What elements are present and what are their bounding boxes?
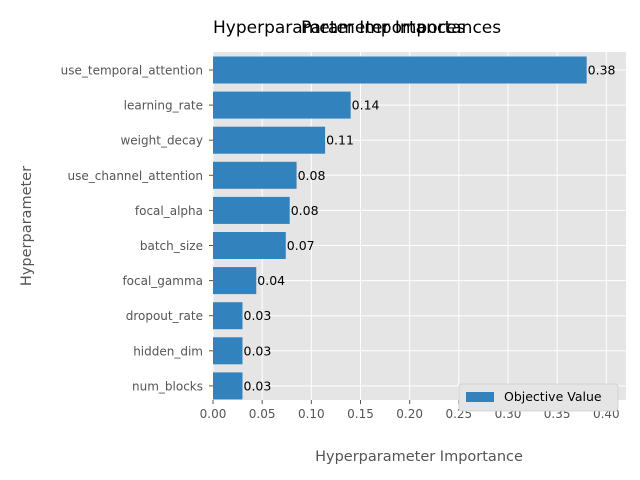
y-tick-labels: use_temporal_attention learning_rateweigh… [61, 64, 213, 393]
bar-learning_rate [213, 91, 351, 119]
bar-value-label: 0.03 [244, 308, 272, 323]
legend-box [458, 383, 619, 412]
bar-weight_decay [213, 126, 326, 154]
x-tick-label: 0.10 [298, 407, 325, 421]
chart-title-overlay: Parameter Importances [301, 18, 501, 38]
y-tick-label: weight_decay [120, 134, 203, 148]
x-tick-label: 0.15 [347, 407, 374, 421]
bar-labels: 0.38 0.14 0.11 0.08 0.08 0.07 0.04 0.03 0.03 0.03 [244, 63, 616, 394]
bar-value-label: 0.11 [326, 133, 354, 148]
chart-title: Hyperparameter Importances [213, 18, 466, 38]
x-tick-label: 0.00 [200, 407, 227, 421]
y-tick-label: focal_gamma [122, 274, 203, 288]
x-tick-label: 0.20 [396, 407, 423, 421]
bar-value-label: 0.14 [352, 98, 380, 113]
x-tick-label: 0.05 [249, 407, 276, 421]
legend: Objective Value [458, 383, 619, 412]
x-axis-title: Hyperparameter Importance [315, 449, 523, 465]
bars [213, 56, 587, 400]
bar-batch_size [213, 232, 286, 259]
bar-focal_gamma [213, 267, 257, 295]
bar-num_blocks [213, 372, 243, 400]
bar-value-label: 0.08 [298, 168, 326, 183]
bar-dropout_rate [213, 302, 243, 330]
y-tick-label: hidden_dim [133, 344, 203, 358]
bar-value-label: 0.38 [588, 63, 616, 78]
y-tick-label: focal_alpha [135, 204, 203, 218]
bar-value-label: 0.08 [291, 203, 319, 218]
bar-value-label: 0.07 [287, 238, 315, 253]
bar-use_temporal_attention [213, 56, 587, 84]
bar-focal_alpha [213, 196, 290, 224]
y-tick-label: num_blocks [132, 379, 203, 393]
bar-hidden_dim [213, 337, 243, 365]
legend-swatch [466, 392, 494, 402]
y-tick-label: use_temporal_attention [61, 64, 203, 78]
bar-value-label: 0.03 [244, 378, 272, 393]
y-tick-label: learning_rate [124, 99, 203, 113]
bar-value-label: 0.03 [244, 343, 272, 358]
bar-use_channel_attention [213, 161, 297, 189]
bar-value-label: 0.04 [257, 273, 285, 288]
y-tick-label: batch_size [140, 239, 203, 253]
y-tick-label: dropout_rate [126, 309, 203, 323]
legend-label: Objective Value [504, 389, 602, 404]
y-tick-label: use_channel_attention [68, 169, 203, 183]
y-axis-title: Hyperparameter [19, 166, 35, 286]
